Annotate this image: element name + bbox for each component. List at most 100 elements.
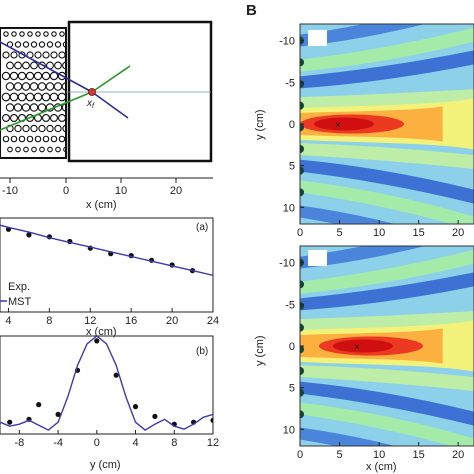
lens-hole	[49, 71, 59, 81]
lens-hole	[49, 113, 59, 123]
lens-hole	[13, 103, 23, 112]
lens-edge-dot	[300, 101, 304, 110]
side-lobe-band	[300, 159, 474, 204]
lens-hole	[57, 113, 66, 123]
side-lobe-band	[300, 27, 474, 72]
lens-edge-dot	[300, 367, 304, 375]
lens-hole	[50, 135, 58, 143]
mst-curve	[0, 224, 213, 276]
lens-hole	[57, 92, 66, 102]
lens-hole	[62, 41, 66, 48]
lens-hole	[41, 113, 51, 123]
lens-hole	[19, 31, 25, 37]
exp-point	[94, 338, 100, 344]
lens-hole	[10, 51, 18, 59]
map-y-tick-label: -10	[279, 258, 295, 270]
map-x-tick-label: 5	[336, 227, 342, 239]
heatmap-top-image: ×	[300, 24, 474, 224]
lens-hole	[29, 103, 39, 112]
lens-edge-dot	[300, 166, 304, 175]
panel-a-x-ticks: 4 8 12 16 20 24	[5, 308, 219, 327]
lens-hole	[2, 135, 10, 143]
lens-hole	[14, 124, 22, 133]
lens-hole	[17, 71, 27, 81]
tick-label: 8	[171, 437, 177, 449]
lens-hole	[62, 124, 66, 133]
lens-hole	[14, 61, 22, 70]
geometry-diagram: xf -10 0 10 20 x (cm)	[0, 20, 213, 211]
heatmap-bottom: × -10 -5 0 5 10 0 5 10 15 20 y (cm) x (cm)	[254, 245, 474, 473]
lens-hole	[42, 135, 50, 143]
map-y-tick-label: -5	[285, 77, 295, 89]
lens-hole	[7, 146, 13, 153]
lens-hole	[58, 51, 66, 59]
lens-hole	[31, 146, 37, 153]
lens-edge-dot	[300, 123, 304, 132]
lens-hole	[26, 135, 34, 143]
map-x-tick-label: 0	[297, 227, 303, 239]
lens-hole	[61, 103, 66, 112]
map-x-tick-label: 15	[413, 227, 425, 239]
panel-b-frame	[0, 335, 214, 435]
map-x-tick-label: 20	[452, 227, 464, 239]
lens-edge-dot	[300, 345, 304, 354]
map-y-tick-label: 5	[289, 383, 295, 395]
heatmap-bottom-ticks: -10 -5 0 5 10 0 5 10 15 20	[279, 258, 464, 461]
ray-blue-lower	[91, 91, 129, 119]
map-y-tick-label: 10	[283, 202, 295, 214]
lens-holes	[1, 31, 66, 153]
lens-edge-dot	[300, 280, 304, 289]
heatmap-bottom-x-label: x (cm)	[366, 461, 397, 473]
lens-hole	[43, 31, 49, 37]
legend-exp: Exp.	[8, 281, 30, 293]
focus-marker: ×	[354, 342, 360, 353]
lens-hole	[62, 61, 66, 70]
lens-hole	[54, 124, 62, 133]
lens-hole	[15, 146, 21, 153]
lens-hole	[23, 146, 29, 153]
focus-point	[88, 88, 96, 96]
tick-label: 4	[132, 437, 138, 449]
lens-hole	[9, 113, 19, 123]
lens-hole	[1, 71, 11, 81]
tick-label: 8	[46, 315, 52, 327]
geometry-tick-label: 10	[115, 185, 127, 197]
lens-hole	[63, 146, 66, 153]
geometry-x-ticks: -10 0 10 20	[2, 178, 182, 197]
lens-hole	[22, 41, 30, 48]
geometry-x-label: x (cm)	[86, 199, 117, 211]
side-lobe-band	[300, 402, 474, 446]
lens-hole	[22, 124, 30, 133]
lens-hole	[46, 41, 54, 48]
tick-label: -8	[14, 437, 24, 449]
heatmap-top-ticks: -10 -5 0 5 10 0 5 10 15 20	[279, 36, 464, 239]
map-y-tick-label: 10	[283, 424, 295, 436]
side-lobe-band	[300, 365, 474, 391]
panel-b-x-ticks: -8 -4 0 4 8 12	[14, 430, 219, 449]
map-x-tick-label: 15	[413, 449, 425, 461]
tick-label: 0	[94, 437, 100, 449]
lens-hole	[61, 82, 66, 91]
tick-label: 20	[166, 315, 178, 327]
lens-hole	[11, 31, 17, 37]
exp-point	[26, 232, 32, 238]
legend-mst: MST	[8, 296, 32, 308]
side-lobe-band	[300, 50, 474, 89]
lens-hole	[27, 31, 33, 37]
lens-hole	[33, 71, 43, 81]
lens-hole	[41, 71, 51, 81]
panel-b-x-label: y (cm)	[90, 459, 121, 471]
lens-hole	[3, 31, 9, 37]
lens-hole	[18, 135, 26, 143]
lens-hole	[38, 41, 46, 48]
lens-edge-dot	[300, 145, 304, 153]
lens-hole	[21, 103, 31, 112]
lens-hole	[6, 61, 14, 70]
geometry-tick-label: 0	[63, 185, 69, 197]
lens-hole	[34, 51, 42, 59]
exp-point	[7, 419, 13, 425]
map-x-tick-label: 20	[452, 449, 464, 461]
tick-label: 24	[207, 315, 219, 327]
exp-point	[36, 402, 42, 408]
